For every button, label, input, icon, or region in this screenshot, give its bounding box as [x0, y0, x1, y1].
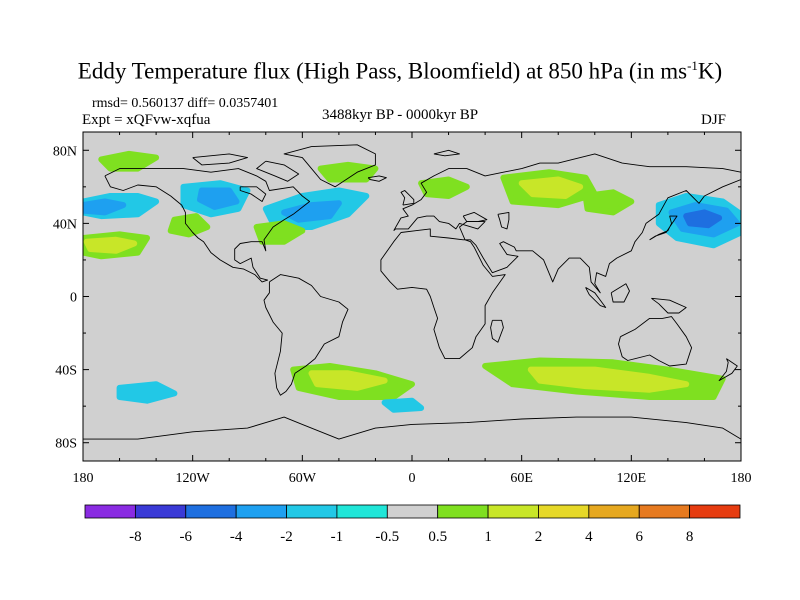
- colorbar-swatch: [386, 504, 439, 519]
- coast-sumatra: [585, 287, 607, 308]
- coastlines: [83, 144, 741, 440]
- coast-japan: [649, 215, 678, 241]
- colorbar-label: 1: [484, 529, 492, 545]
- region-n-pacific-pos-east-core: [83, 236, 138, 254]
- region-s-atlantic-pos-core: [308, 370, 388, 391]
- colorbar-label: -8: [129, 529, 142, 545]
- lat-tick-label: 40S: [55, 364, 77, 379]
- colorbar-swatch: [235, 504, 287, 519]
- colorbar-label: -2: [280, 529, 293, 545]
- region-greenland-pos: [317, 161, 379, 183]
- colorbar-swatch: [286, 504, 338, 519]
- coast-iceland: [367, 175, 387, 182]
- coast-baffin: [256, 160, 300, 182]
- lat-tick-label: 80S: [55, 437, 77, 452]
- experiment-label: Expt = xQFvw-xqfua: [82, 112, 211, 128]
- colorbar-label: -1: [331, 529, 344, 545]
- coast-black-sea: [462, 211, 488, 223]
- coast-eurasia-africa: [380, 153, 741, 360]
- colorbar-swatch: [134, 504, 187, 519]
- colorbar-label: 6: [635, 529, 643, 545]
- coast-hudson-bay: [239, 186, 267, 202]
- colorbar-swatch: [84, 504, 136, 519]
- figure-title: Eddy Temperature flux (High Pass, Bloomf…: [77, 58, 723, 84]
- colorbar-label: -4: [230, 529, 243, 545]
- colorbar-label: 2: [535, 529, 543, 545]
- lon-tick-label: 0: [409, 471, 416, 486]
- lon-tick-label: 120E: [617, 471, 647, 486]
- region-n-america-neg-core: [197, 187, 240, 210]
- coast-north-america: [104, 168, 311, 283]
- coast-antarctica: [83, 416, 741, 440]
- colorbar-label: 0.5: [428, 529, 447, 545]
- lat-tick-label: 80N: [53, 144, 77, 159]
- region-n-pacific-neg-west-deep: [683, 209, 723, 229]
- season-label: DJF: [701, 112, 727, 128]
- colorbar-swatch: [538, 504, 590, 519]
- colorbar-swatch: [336, 504, 388, 519]
- flux-regions: [83, 150, 741, 413]
- lon-tick-label: 60E: [510, 471, 533, 486]
- coast-borneo: [610, 283, 630, 303]
- coast-caspian: [497, 211, 510, 230]
- region-n-atlantic-pos-south: [253, 220, 306, 245]
- coast-south-america: [263, 274, 349, 396]
- colorbar-swatch: [588, 504, 640, 519]
- region-europe-pos: [418, 176, 470, 199]
- region-mongolia-pos: [582, 189, 635, 216]
- rmsd-label: rmsd= 0.560137 diff= 0.0357401: [92, 96, 279, 111]
- lon-tick-label: 180: [73, 471, 94, 486]
- lon-tick-label: 180: [731, 471, 752, 486]
- colorbar: -8 -6 -4 -2 -1 -0.5 0.5 1 2 4 6 8: [84, 504, 741, 545]
- coast-britain: [400, 190, 415, 206]
- region-s-indian-pos-core: [527, 366, 690, 393]
- coast-madagascar: [490, 319, 504, 343]
- lat-tick-label: 40N: [53, 217, 77, 232]
- colorbar-label: -6: [180, 529, 193, 545]
- region-s-ocean-neg-atl: [381, 397, 425, 413]
- coast-greenland: [283, 144, 376, 188]
- region-asia-pos-core: [518, 176, 584, 199]
- longitude-ticks: 180 120W 60W 0 60E 120E 180: [73, 132, 752, 486]
- map-background: [83, 132, 741, 461]
- lon-tick-label: 60W: [289, 471, 317, 486]
- colorbar-swatch: [638, 504, 691, 519]
- region-n-atlantic-neg-core: [281, 200, 342, 223]
- region-n-america-pos-coast: [167, 213, 211, 238]
- coast-new-guinea: [651, 297, 687, 314]
- coast-svalbard: [433, 149, 460, 157]
- colorbar-label: -0.5: [375, 529, 399, 545]
- coast-canadian-arctic: [192, 153, 248, 166]
- latitude-ticks: 80N 40N 0 40S 80S: [53, 144, 741, 452]
- colorbar-swatch: [487, 504, 539, 519]
- period-label: 3488kyr BP - 0000kyr BP: [322, 107, 479, 123]
- lat-tick-label: 0: [70, 291, 77, 306]
- region-arctic-pos-alaska: [98, 150, 160, 172]
- lon-tick-label: 120W: [176, 471, 211, 486]
- region-s-ocean-neg-pac: [116, 381, 178, 404]
- colorbar-swatch: [437, 504, 489, 519]
- colorbar-swatch: [185, 504, 237, 519]
- coast-new-zealand: [718, 358, 738, 382]
- colorbar-label: 4: [585, 529, 593, 545]
- coast-australia: [618, 316, 693, 367]
- colorbar-swatch: [689, 504, 741, 519]
- region-n-pacific-neg-east-core: [83, 198, 127, 216]
- colorbar-label: 8: [686, 529, 694, 545]
